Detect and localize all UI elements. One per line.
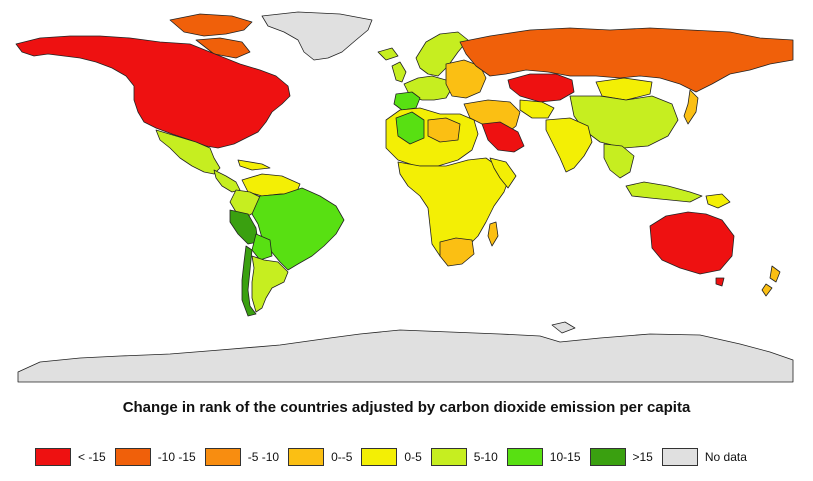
region-sub-saharan-africa [489, 157, 517, 189]
region-greenland [261, 11, 373, 61]
region-brazil [251, 187, 345, 271]
region-russia [459, 27, 794, 93]
legend-label: -5 -10 [247, 450, 280, 464]
world-map [15, 11, 794, 383]
legend-item: 5-10 [430, 448, 498, 466]
region-papua-new-guinea [705, 193, 731, 209]
legend-item: 0--5 [288, 448, 352, 466]
legend-label: -10 -15 [157, 450, 196, 464]
legend-item: -10 -15 [114, 448, 196, 466]
legend-label: No data [704, 450, 747, 464]
region-western-europe [391, 61, 407, 83]
region-central-asia [519, 99, 555, 119]
legend-label: 10-15 [549, 450, 581, 464]
legend-swatch [430, 448, 467, 466]
region-eastern-europe [445, 59, 487, 99]
region-antarctica [17, 329, 794, 383]
region-madagascar [487, 221, 499, 247]
region-scandinavia [415, 31, 469, 77]
region-new-zealand [769, 265, 781, 283]
legend-item: 10-15 [506, 448, 581, 466]
region-japan [683, 89, 699, 125]
legend-swatch [204, 448, 241, 466]
region-bolivia [251, 233, 273, 261]
region-australia [649, 211, 735, 275]
region-north-america [15, 35, 291, 149]
legend-item: 0-5 [361, 448, 422, 466]
region-southeast-asia [603, 143, 635, 179]
legend: < -15 -10 -15 -5 -10 0--5 0-5 5-10 10-15… [35, 447, 756, 467]
legend-swatch [661, 448, 698, 466]
map-title: Change in rank of the countries adjusted… [122, 399, 691, 416]
legend-label: 0-5 [404, 450, 422, 464]
legend-swatch [361, 448, 398, 466]
region-india [545, 117, 593, 173]
legend-label: < -15 [78, 450, 106, 464]
region-antarctica [551, 321, 576, 334]
legend-swatch [589, 448, 626, 466]
legend-item: < -15 [35, 448, 106, 466]
region-argentina [251, 255, 289, 313]
region-saudi-arabia [481, 121, 525, 153]
region-canadian-arctic [169, 13, 253, 37]
legend-item: No data [661, 448, 747, 466]
legend-label: 5-10 [473, 450, 498, 464]
region-australia [715, 277, 725, 287]
legend-label: >15 [632, 450, 653, 464]
legend-swatch [506, 448, 543, 466]
region-kazakhstan [507, 73, 575, 103]
region-indonesia [625, 181, 703, 203]
region-new-zealand [761, 283, 773, 297]
legend-swatch [114, 448, 151, 466]
region-algeria [395, 111, 425, 145]
region-central-america [213, 169, 241, 193]
legend-label: 0--5 [331, 450, 353, 464]
region-libya [427, 117, 461, 143]
region-iberia [393, 91, 421, 111]
region-caribbean [237, 159, 271, 171]
region-scandinavia [377, 47, 399, 61]
region-peru [229, 209, 259, 245]
legend-item: -5 -10 [204, 448, 280, 466]
region-mexico [155, 129, 221, 175]
legend-swatch [35, 448, 71, 466]
region-southern-africa [439, 237, 475, 267]
region-sub-saharan-africa [397, 157, 511, 257]
region-chile [241, 245, 257, 317]
legend-item: >15 [589, 448, 653, 466]
legend-swatch [288, 448, 325, 466]
